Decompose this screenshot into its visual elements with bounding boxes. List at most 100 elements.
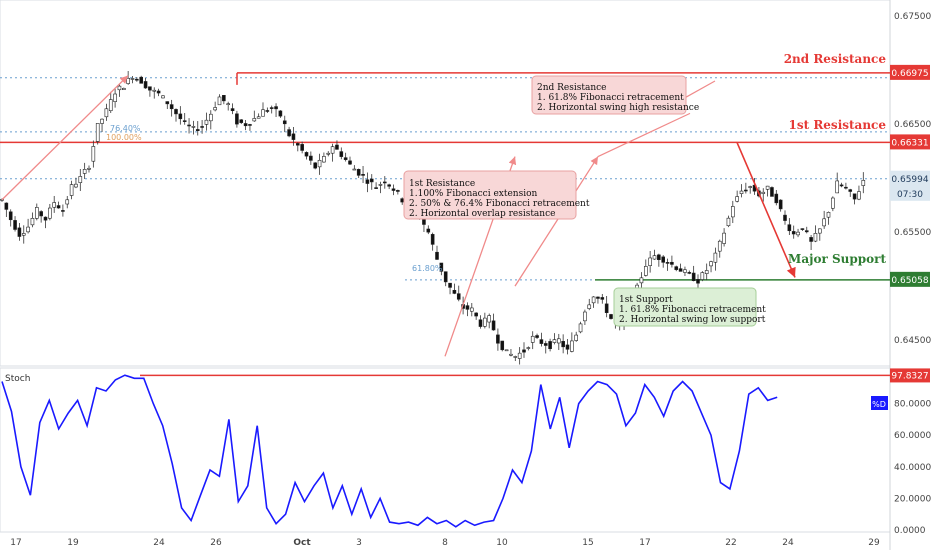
trend-arrow-0 — [1, 75, 129, 201]
candle-body — [726, 217, 731, 227]
candle-body — [861, 180, 866, 186]
candle-body — [831, 197, 835, 209]
candle-body — [570, 340, 574, 352]
candle-body — [783, 214, 787, 221]
candle-body — [744, 189, 748, 192]
candle-body — [857, 191, 861, 200]
candle-body — [778, 199, 783, 210]
candle-body — [152, 89, 157, 92]
stoch-badge-bg — [871, 396, 888, 410]
annotation-first-resistance: 1st Resistance 1.100% Fibonacci extensio… — [403, 170, 590, 220]
candle-body — [391, 188, 396, 191]
candle-body — [826, 212, 831, 218]
candle-body — [844, 186, 848, 189]
annotation-first-sup-title: 1st Support — [619, 295, 673, 305]
candle-body — [156, 90, 161, 94]
candle-body — [122, 87, 126, 91]
candle-body — [848, 189, 853, 192]
candle-body — [169, 104, 174, 110]
candle-body — [574, 334, 579, 341]
candle-body — [13, 220, 17, 230]
candle-body — [670, 261, 674, 265]
x-tick-1: 19 — [67, 538, 79, 548]
candle-body — [61, 210, 65, 212]
candle-body — [513, 356, 518, 358]
candle-body — [430, 234, 435, 245]
candle-body — [74, 183, 78, 188]
x-tick-3: 26 — [210, 538, 222, 548]
annotation-first-res-line3: 2. Horizontal overlap resistance — [409, 209, 555, 219]
candle-body — [287, 129, 291, 137]
candle-body — [209, 113, 213, 122]
candle-body — [852, 193, 857, 200]
stoch-axis-level: 97.8327 — [891, 371, 928, 381]
candles — [0, 71, 866, 365]
candle-body — [400, 198, 405, 203]
candle-body — [365, 179, 370, 184]
candle-body — [435, 251, 439, 260]
candle-body — [543, 343, 548, 346]
candle-body — [348, 160, 352, 165]
candle-body — [274, 106, 278, 110]
stoch-tick-3: 40.0000 — [894, 463, 931, 473]
annotation-connector-second — [597, 112, 691, 158]
candle-body — [87, 167, 91, 170]
candle-body — [161, 95, 165, 99]
annotation-first-sup-line1: 1. 61.8% Fibonacci retracement — [619, 305, 766, 315]
candle-body — [443, 271, 448, 283]
candle-body — [52, 202, 57, 208]
stoch-tick-4: 20.0000 — [894, 494, 931, 504]
candle-body — [439, 262, 444, 272]
candle-body — [596, 296, 600, 299]
candle-body — [8, 211, 13, 221]
candle-body — [30, 218, 35, 226]
stoch-panel-border — [0, 367, 891, 533]
fib-label-61: 61.80% — [412, 264, 443, 273]
candle-body — [791, 231, 796, 235]
candle-body — [639, 277, 644, 284]
candle-body — [148, 86, 152, 91]
candle-body — [683, 269, 687, 273]
candle-body — [230, 108, 235, 112]
candle-body — [195, 129, 200, 131]
axis-label-first-resistance-bg — [890, 134, 930, 150]
candle-body — [478, 319, 483, 327]
candle-body — [204, 119, 209, 125]
price-tick-2: 0.66500 — [894, 120, 931, 130]
candle-body — [657, 254, 661, 260]
candle-body — [822, 218, 826, 227]
candle-body — [813, 233, 818, 242]
candle-body — [65, 199, 70, 205]
candle-body — [591, 296, 596, 304]
candle-body — [835, 180, 840, 194]
candle-body — [730, 206, 735, 218]
level-label-major-support: Major Support — [788, 252, 886, 266]
candle-body — [378, 184, 383, 186]
candle-body — [765, 185, 770, 190]
axis-label-current-price: 0.65994 — [891, 175, 928, 185]
candle-body — [509, 353, 513, 356]
axis-label-second-resistance-bg — [890, 64, 930, 80]
stoch-badge: %D — [872, 400, 886, 409]
candle-body — [452, 289, 457, 294]
candle-body — [426, 228, 431, 233]
candle-body — [474, 312, 478, 317]
candle-body — [600, 297, 605, 300]
candle-body — [139, 76, 143, 84]
candle-body — [609, 314, 613, 319]
axis-label-current-bg — [890, 170, 930, 201]
candle-body — [100, 118, 104, 124]
candle-body — [39, 211, 43, 217]
candle-body — [787, 224, 792, 232]
candle-body — [239, 119, 244, 123]
candle-body — [648, 257, 652, 266]
x-tick-9: 17 — [639, 538, 650, 548]
candle-body — [261, 109, 265, 117]
candle-body — [352, 168, 357, 171]
candle-body — [652, 255, 657, 260]
candle-body — [165, 101, 170, 105]
candle-body — [735, 196, 739, 202]
candle-body — [700, 272, 705, 280]
